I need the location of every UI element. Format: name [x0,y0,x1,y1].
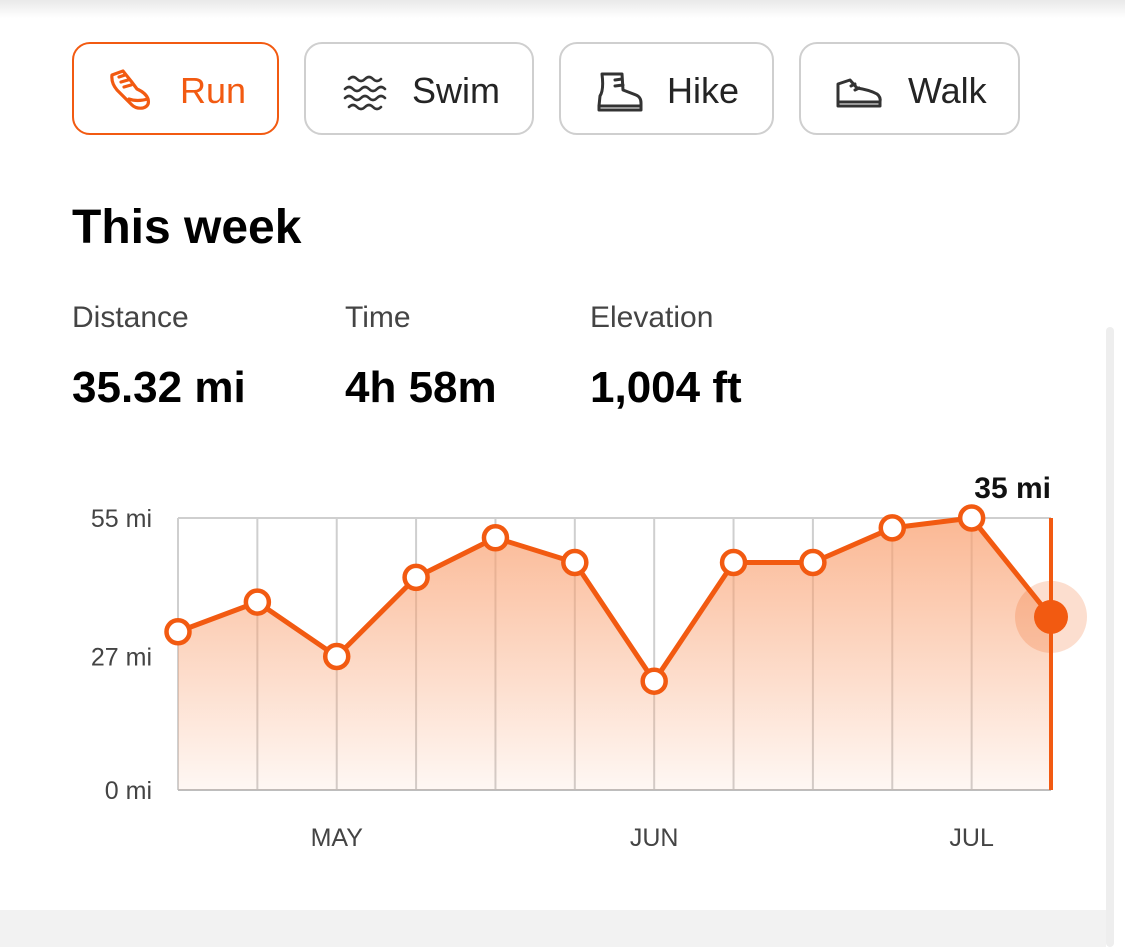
data-point [322,642,351,671]
stat-time-value: 4h 58m [345,363,497,412]
tab-hike-label: Hike [667,70,740,111]
chart-marks: 35 mi [164,472,1087,790]
running-shoe-icon [110,69,151,110]
data-point [243,588,272,616]
waves-icon [343,75,387,111]
stat-time-label: Time [345,301,411,334]
tab-swim-label: Swim [412,70,500,111]
stat-distance-value: 35.32 mi [72,363,246,412]
stat-distance-label: Distance [72,301,189,334]
stat-distance: Distance 35.32 mi [72,300,246,412]
weekly-distance-chart: 0 mi 27 mi 55 mi MAY JUN JUL 35 mi [91,472,1087,852]
tab-run[interactable]: Run [72,42,279,135]
tab-hike[interactable]: Hike [559,42,774,135]
x-tick-label: JUN [630,824,679,852]
tab-walk-label: Walk [908,70,987,111]
tab-run-label: Run [180,70,247,111]
chart-axis-labels: 0 mi 27 mi 55 mi MAY JUN JUL [91,505,994,852]
data-point [481,524,510,552]
data-point [402,563,430,592]
data-point [957,504,986,532]
data-point [799,548,827,577]
data-point [561,548,589,577]
data-point [640,667,668,695]
walking-shoe-icon [836,78,882,108]
x-tick-label: JUL [949,824,994,852]
stat-time: Time 4h 58m [345,300,497,412]
scrollbar[interactable] [1106,327,1114,947]
hiking-boot-icon [597,72,643,112]
y-tick-label: 0 mi [105,777,152,805]
area-fill [178,518,1051,790]
data-point [719,548,748,577]
chart-area [178,518,1051,790]
stat-elevation-value: 1,004 ft [590,363,742,412]
section-title: This week [72,201,302,254]
y-tick-label: 55 mi [91,505,152,533]
x-tick-label: MAY [311,824,364,852]
tab-walk[interactable]: Walk [799,42,1020,135]
header-shadow [0,0,1125,18]
stat-elevation-label: Elevation [590,301,714,334]
data-point [164,617,192,646]
selected-data-point [1034,599,1068,634]
tab-swim[interactable]: Swim [304,42,534,135]
selected-value-label: 35 mi [974,472,1051,505]
data-point [878,514,907,542]
bottom-section-divider [0,910,1106,947]
stat-elevation: Elevation 1,004 ft [590,300,742,412]
y-tick-label: 27 mi [91,643,152,671]
